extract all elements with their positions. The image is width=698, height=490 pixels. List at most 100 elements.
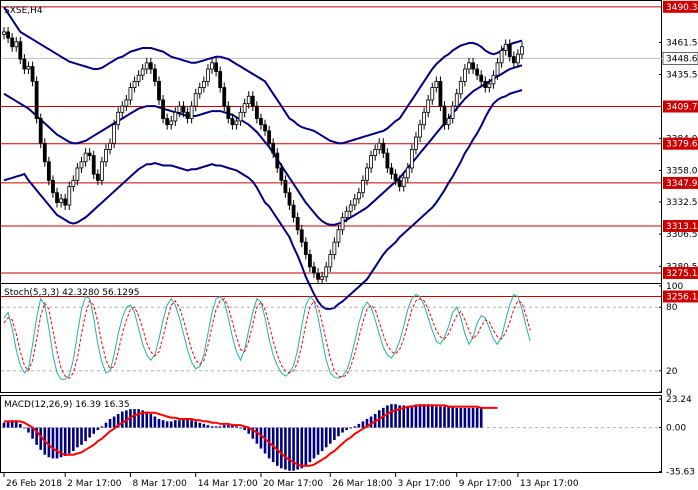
- macd-histogram-bar: [84, 427, 87, 442]
- candle-body: [320, 276, 325, 280]
- candle-body: [95, 173, 100, 181]
- price-chart-title: SXSE,H4: [4, 6, 43, 16]
- macd-histogram-bar: [390, 404, 393, 428]
- candle-body: [67, 186, 72, 206]
- macd-histogram-bar: [463, 407, 467, 428]
- macd-histogram-bar: [308, 427, 312, 463]
- macd-histogram-bar: [275, 427, 279, 466]
- macd-histogram-bar: [76, 427, 79, 448]
- macd-histogram-bar: [349, 427, 352, 429]
- level-price-label: 3379.6: [666, 140, 698, 150]
- candle-body: [279, 167, 284, 181]
- macd-histogram-bar: [255, 427, 259, 444]
- level-price-tag: [663, 266, 698, 279]
- candle-body: [226, 105, 231, 119]
- level-price-tag: [663, 290, 698, 303]
- candle-body: [246, 95, 251, 105]
- macd-histogram-bar: [312, 427, 316, 459]
- candle-body: [381, 142, 386, 154]
- candle-body: [422, 111, 427, 126]
- stochastic-main-line: [3, 293, 531, 380]
- candle-body: [242, 103, 247, 113]
- candle-body: [2, 31, 6, 35]
- macd-histogram-bar: [284, 427, 287, 470]
- candle-body: [454, 93, 459, 107]
- macd-histogram-bar: [116, 414, 120, 428]
- macd-histogram-bar: [231, 425, 234, 428]
- candle-body: [430, 87, 435, 101]
- time-tick-label: 3 Apr 17:00: [398, 479, 451, 489]
- macd-histogram-bar: [165, 421, 169, 428]
- candle-body: [201, 80, 206, 88]
- candle-body: [59, 198, 64, 203]
- candle-body: [434, 80, 439, 88]
- candle-body: [18, 41, 23, 60]
- candle-body: [161, 99, 165, 119]
- candle-body: [120, 105, 125, 113]
- candle-body: [222, 87, 227, 107]
- candle-body: [71, 179, 76, 187]
- macd-histogram-bar: [333, 427, 336, 440]
- candle-body: [177, 105, 182, 113]
- candle-body: [401, 177, 406, 187]
- level-price-tag: [663, 176, 698, 189]
- stochastic-signal-line: [3, 298, 531, 379]
- bollinger-band-upper: [3, 6, 523, 145]
- candle-body: [210, 62, 214, 70]
- candle-body: [348, 204, 353, 212]
- macd-histogram-bar: [153, 416, 157, 428]
- macd-histogram-bar: [398, 405, 401, 428]
- candle-body: [104, 149, 108, 163]
- macd-title: MACD(12,26,9) 16.39 16.35: [4, 400, 130, 410]
- candle-body: [91, 155, 96, 175]
- macd-histogram-bar: [10, 420, 14, 428]
- candle-body: [63, 198, 68, 206]
- macd-histogram-bar: [2, 422, 6, 428]
- macd-histogram-bar: [51, 427, 55, 459]
- candle-body: [140, 68, 145, 76]
- candle-body: [328, 254, 333, 268]
- macd-histogram-bar: [386, 405, 389, 428]
- macd-histogram-bar: [382, 407, 385, 428]
- candle-body: [132, 80, 137, 88]
- candle-body: [332, 241, 337, 255]
- macd-histogram-bar: [475, 407, 479, 428]
- macd-histogram-bar: [259, 427, 263, 449]
- macd-histogram-bar: [263, 427, 267, 454]
- candle-body: [495, 62, 500, 76]
- macd-histogram-bar: [194, 421, 198, 428]
- time-tick-label: 14 Mar 17:00: [198, 479, 258, 489]
- macd-histogram-bar: [133, 409, 136, 428]
- current-price-tag: [662, 52, 698, 65]
- macd-histogram-bar: [186, 418, 189, 428]
- candle-body: [405, 167, 410, 179]
- candle-body: [507, 43, 512, 58]
- macd-histogram-bar: [251, 427, 255, 439]
- candle-body: [144, 62, 149, 70]
- candle-body: [442, 105, 447, 126]
- macd-histogram-bar: [353, 426, 357, 428]
- bollinger-band-lower: [3, 89, 523, 310]
- candle-body: [458, 80, 463, 95]
- macd-signal-line: [4, 404, 498, 467]
- level-price-label: 3409.7: [666, 102, 698, 112]
- candle-body: [344, 210, 349, 218]
- time-tick-label: 13 Apr 17:00: [520, 479, 579, 489]
- candle-body: [438, 80, 443, 107]
- candle-body: [275, 152, 280, 169]
- candle-body: [503, 43, 508, 51]
- candle-body: [467, 62, 471, 70]
- candle-body: [426, 99, 431, 113]
- candle-body: [38, 118, 43, 144]
- macd-histogram-bar: [447, 406, 450, 428]
- macd-series-layer: [1, 404, 662, 471]
- candle-body: [287, 192, 292, 206]
- candle-body: [511, 56, 516, 64]
- candle-body: [312, 266, 316, 274]
- candle-body: [299, 229, 304, 243]
- candle-body: [55, 192, 59, 203]
- candle-body: [316, 272, 320, 280]
- candle-body: [324, 266, 329, 278]
- time-tick-label: 2 Mar 17:00: [67, 479, 122, 489]
- macd-histogram-bar: [239, 427, 242, 429]
